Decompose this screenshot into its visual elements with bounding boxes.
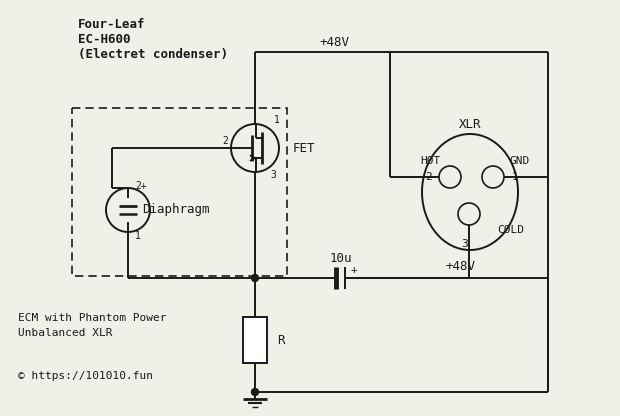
Text: COLD: COLD — [497, 225, 525, 235]
Text: +48V: +48V — [445, 260, 475, 272]
Circle shape — [439, 166, 461, 188]
Text: XLR: XLR — [459, 117, 481, 131]
Text: Four-Leaf
EC-H600
(Electret condenser): Four-Leaf EC-H600 (Electret condenser) — [78, 18, 228, 61]
Text: Unbalanced XLR: Unbalanced XLR — [18, 328, 112, 338]
Text: 10u: 10u — [330, 252, 352, 265]
Text: 2: 2 — [425, 172, 432, 182]
Text: 3: 3 — [270, 170, 276, 180]
Text: 1: 1 — [274, 115, 280, 125]
Bar — [243, 317, 267, 363]
Text: ECM with Phantom Power: ECM with Phantom Power — [18, 313, 167, 323]
Text: FET: FET — [293, 141, 316, 154]
Text: R: R — [277, 334, 285, 347]
Text: +: + — [351, 265, 357, 275]
Text: HOT: HOT — [420, 156, 440, 166]
Circle shape — [252, 275, 259, 282]
Text: 2: 2 — [222, 136, 228, 146]
Text: 1: 1 — [490, 172, 497, 182]
Circle shape — [458, 203, 480, 225]
Text: 1: 1 — [135, 231, 141, 241]
Text: Diaphragm: Diaphragm — [142, 203, 210, 216]
Text: © https://101010.fun: © https://101010.fun — [18, 371, 153, 381]
Bar — [72, 108, 287, 276]
Text: +48V: +48V — [320, 35, 350, 49]
Circle shape — [252, 389, 259, 396]
Text: GND: GND — [510, 156, 530, 166]
Text: 3: 3 — [462, 239, 468, 249]
Circle shape — [482, 166, 504, 188]
Text: 2+: 2+ — [135, 181, 147, 191]
Text: 2: 2 — [446, 172, 453, 182]
Text: 1: 1 — [512, 172, 518, 182]
Text: 3: 3 — [466, 209, 472, 219]
